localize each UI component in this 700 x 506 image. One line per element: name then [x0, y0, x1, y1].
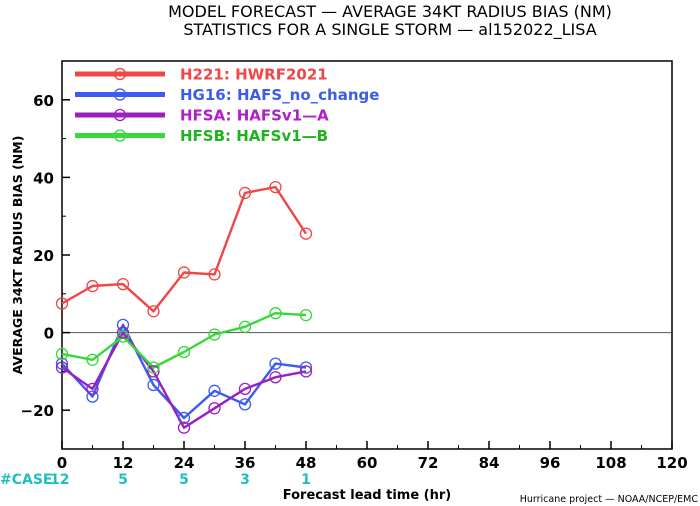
x-tick-label: 72	[418, 454, 439, 472]
series-line-hg16	[61, 323, 307, 420]
case-count: 5	[179, 472, 189, 488]
legend-entry-hg16: HG16: HAFS_no_change	[180, 86, 379, 104]
data-point-h221	[55, 297, 69, 310]
data-point-hg16	[147, 378, 160, 392]
plot-area: 0 12 24 36 48 60 72 84 96 108 120 −20 0 20 40 60 H221: H…	[21, 60, 688, 472]
legend-marker-hfsa	[113, 108, 127, 122]
data-point-h221	[86, 279, 99, 293]
data-point-hg16	[238, 398, 252, 411]
data-point-hg16	[177, 411, 191, 425]
y-tick-label: 20	[33, 247, 54, 265]
cases-label: #CASE	[0, 472, 53, 488]
x-axis-label: Forecast lead time (hr)	[283, 488, 451, 503]
case-count: 1	[301, 472, 311, 488]
data-point-hfsb	[269, 307, 282, 320]
data-point-hfsb	[208, 328, 221, 341]
data-point-h221	[116, 277, 130, 291]
x-tick-label: 48	[296, 454, 317, 472]
data-point-hfsa	[147, 365, 160, 378]
legend-marker-hg16	[113, 88, 127, 101]
legend-marker-hfsb	[113, 129, 127, 142]
legend-entry-h221: H221: HWRF2021	[180, 66, 328, 84]
legend-entry-hfsb: HFSB: HAFSv1—B	[180, 127, 328, 145]
data-point-h221	[269, 180, 282, 194]
x-tick-label: 108	[595, 454, 626, 472]
chart-title-line1: MODEL FORECAST — AVERAGE 34KT RADIUS BIA…	[168, 2, 612, 21]
data-point-hfsb	[147, 361, 160, 374]
series-line-hfsa	[61, 331, 307, 429]
data-point-hfsb	[238, 320, 252, 333]
data-point-hfsb	[177, 345, 191, 359]
y-tick-label: 40	[33, 169, 54, 187]
case-count: 12	[50, 472, 69, 488]
y-tick-label: 0	[44, 325, 54, 343]
data-point-h221	[147, 305, 160, 318]
case-count: 5	[118, 472, 128, 488]
legend-entry-hfsa: HFSA: HAFSv1—A	[180, 107, 329, 125]
x-tick-label: 96	[540, 454, 561, 472]
data-point-hfsa	[208, 402, 221, 415]
case-count: 3	[240, 472, 250, 488]
data-point-h221	[208, 268, 221, 281]
credit-text: Hurricane project — NOAA/NCEP/EMC	[520, 494, 699, 505]
series-line-hfsb	[61, 312, 307, 369]
x-tick-label: 36	[235, 454, 256, 472]
x-tick-label: 0	[57, 454, 67, 472]
y-tick-label: 60	[33, 92, 54, 110]
x-tick-label: 84	[479, 454, 500, 472]
data-point-hfsa	[299, 365, 313, 378]
data-point-hfsb	[55, 347, 69, 361]
x-tick-label: 120	[656, 454, 687, 472]
data-point-hg16	[86, 390, 99, 403]
x-tick-label: 60	[357, 454, 378, 472]
data-point-hfsa	[116, 326, 130, 339]
data-point-h221	[299, 227, 313, 240]
data-point-h221	[177, 266, 191, 279]
chart-title-line2: STATISTICS FOR A SINGLE STORM — al152022…	[183, 20, 596, 40]
data-point-hg16	[299, 361, 313, 374]
data-point-hfsa	[177, 421, 191, 434]
data-point-hg16	[208, 384, 221, 397]
data-point-hfsa	[86, 382, 99, 396]
data-point-h221	[238, 186, 252, 200]
data-point-hfsa	[55, 361, 69, 374]
data-point-hg16	[269, 357, 282, 370]
data-point-hfsb	[299, 308, 313, 322]
legend-marker-h221	[113, 67, 127, 81]
x-tick-label: 24	[174, 454, 195, 472]
data-point-hfsa	[269, 371, 282, 384]
y-axis-label: AVERAGE 34KT RADIUS BIAS (NM)	[10, 136, 25, 375]
y-tick-label: −20	[21, 402, 54, 420]
data-point-hg16	[55, 357, 69, 370]
data-point-hfsb	[116, 330, 130, 343]
series-line-h221	[61, 185, 308, 313]
data-point-hfsa	[238, 382, 252, 396]
x-tick-label: 12	[113, 454, 134, 472]
data-point-hfsb	[86, 353, 99, 366]
